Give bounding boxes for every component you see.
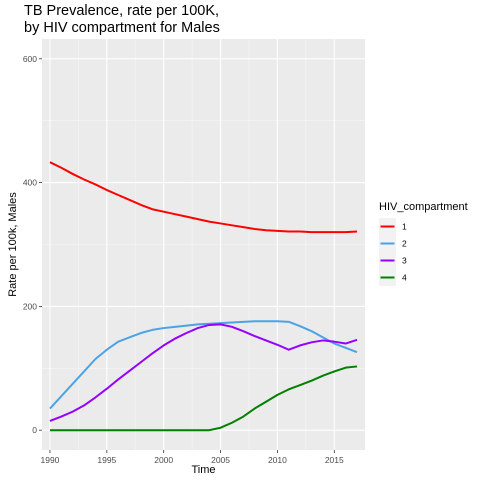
series-line-2 <box>49 320 358 410</box>
minor-gridlines <box>42 39 365 450</box>
legend: 1 2 3 4 <box>379 218 407 286</box>
y-tick-label: 0 <box>32 425 37 435</box>
series-lines <box>49 161 358 432</box>
legend-label-4: 4 <box>402 273 407 283</box>
y-tick-label: 600 <box>23 54 37 64</box>
y-tick-label: 200 <box>23 301 37 311</box>
legend-title: HIV_compartment <box>379 201 468 213</box>
legend-label-3: 3 <box>402 256 407 266</box>
x-tick-label: 2010 <box>268 455 287 465</box>
series-line-3 <box>49 323 358 422</box>
series-line-4 <box>49 365 358 432</box>
chart-title: TB Prevalence, rate per 100K, by HIV com… <box>24 3 220 36</box>
x-tick-label: 2015 <box>325 455 344 465</box>
x-tick-label: 1995 <box>97 455 116 465</box>
x-tick-label: 2000 <box>154 455 173 465</box>
axis-ticks: 1990 1995 2000 2005 2010 2015 0 200 400 600 <box>23 54 344 465</box>
legend-label-1: 1 <box>402 222 407 232</box>
x-tick-label: 1990 <box>41 455 60 465</box>
y-axis-title: Rate per 100k, Males <box>7 192 19 297</box>
major-gridlines <box>42 39 365 450</box>
series-line-1 <box>49 161 358 234</box>
legend-label-2: 2 <box>402 239 407 249</box>
x-axis-title: Time <box>191 464 215 476</box>
x-tick-label: 2005 <box>211 455 230 465</box>
y-tick-label: 400 <box>23 178 37 188</box>
